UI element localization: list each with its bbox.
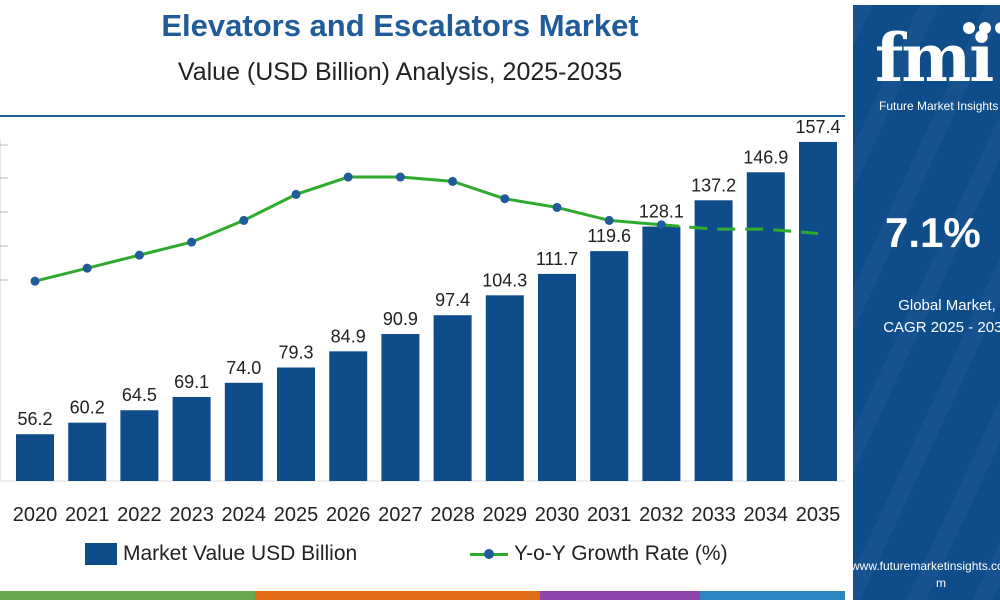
x-tick-label-2028: 2028 [430, 504, 475, 526]
bar-2033 [694, 200, 733, 481]
bar-2026 [329, 351, 368, 481]
growth-point-2020 [30, 276, 40, 286]
bar-value-label-2030: 111.7 [536, 249, 578, 269]
bar-value-label-2035: 157.4 [795, 117, 840, 137]
legend-bar-swatch [85, 543, 117, 565]
bar-value-label-2027: 90.9 [383, 309, 418, 329]
bar-2029 [485, 295, 524, 481]
stripe-segment-purple [540, 591, 700, 600]
growth-point-2021 [82, 263, 92, 273]
growth-line-dashed [661, 223, 819, 235]
cagr-value: 7.1% [885, 209, 981, 256]
bar-value-label-2026: 84.9 [331, 326, 366, 346]
cagr-label-line2: CAGR 2025 - 2035 [883, 319, 1000, 336]
growth-point-2027 [395, 172, 405, 182]
cagr-label-line1: Global Market, [898, 297, 996, 314]
growth-point-2023 [187, 237, 197, 247]
legend-item-growth-rate: Y-o-Y Growth Rate (%) [470, 542, 728, 566]
chart-title: Elevators and Escalators Market [161, 8, 639, 43]
x-tick-label-2021: 2021 [65, 504, 110, 526]
bar-2025 [277, 367, 315, 481]
bar-value-label-2025: 79.3 [278, 343, 313, 363]
chart-plot: 56.2 2020 60.2 2021 64.5 2022 69.1 2023 74.0 2024… [0, 117, 845, 526]
bar-2024 [224, 382, 263, 481]
bar-2022 [120, 410, 159, 481]
x-tick-label-2031: 2031 [587, 504, 632, 526]
legend-bar-label: Market Value USD Billion [123, 542, 358, 565]
x-tick-label-2029: 2029 [483, 504, 528, 526]
logo-mark: fmi [875, 19, 994, 97]
bar-value-label-2034: 146.9 [743, 147, 788, 167]
bar-2020 [16, 434, 54, 481]
website-link[interactable]: www.futuremarketinsights.co m [853, 558, 1000, 592]
legend-line-label: Y-o-Y Growth Rate (%) [514, 542, 728, 565]
stripe-segment-blue [700, 591, 845, 600]
x-tick-label-2020: 2020 [13, 504, 58, 526]
bar-value-label-2028: 97.4 [435, 290, 470, 310]
bar-2031 [590, 251, 629, 481]
x-tick-label-2023: 2023 [169, 504, 214, 526]
stripe-segment-orange [255, 591, 540, 600]
bar-value-label-2031: 119.6 [587, 226, 631, 246]
x-tick-label-2035: 2035 [796, 504, 841, 526]
bar-value-label-2022: 64.5 [122, 385, 157, 405]
x-tick-label-2022: 2022 [117, 504, 162, 526]
bar-value-label-2024: 74.0 [226, 358, 261, 378]
bar-value-label-2023: 69.1 [174, 372, 209, 392]
bar-value-label-2029: 104.3 [482, 270, 527, 290]
bar-2035 [799, 141, 837, 482]
bar-2027 [381, 334, 420, 481]
growth-point-2030 [552, 202, 562, 212]
bar-value-label-2033: 137.2 [691, 175, 736, 195]
growth-point-2032 [656, 220, 666, 230]
x-tick-label-2027: 2027 [378, 504, 423, 526]
x-tick-label-2034: 2034 [744, 504, 789, 526]
bar-2032 [642, 226, 681, 481]
x-tick-label-2026: 2026 [326, 504, 371, 526]
x-tick-label-2033: 2033 [691, 504, 736, 526]
website-line1: www.futuremarketinsights.co [853, 559, 1000, 573]
info-sidebar: fmi Future Market Insights 7.1% Global M… [853, 5, 1000, 600]
bar-2028 [433, 315, 472, 481]
bar-2030 [538, 273, 576, 481]
logo-text: Future Market Insights [879, 99, 999, 113]
legend-line-swatch [470, 543, 508, 565]
x-tick-label-2032: 2032 [639, 504, 684, 526]
growth-point-2026 [343, 172, 353, 182]
growth-point-2029 [500, 194, 510, 204]
growth-point-2028 [448, 176, 458, 186]
bar-value-label-2020: 56.2 [17, 409, 52, 429]
chart-legend: Market Value USD Billion Y-o-Y Growth Ra… [0, 538, 845, 572]
stripe-segment-green [0, 591, 255, 600]
bottom-color-stripe [0, 591, 845, 600]
growth-point-2025 [291, 189, 301, 199]
cagr-label: Global Market, CAGR 2025 - 2035 [867, 295, 1000, 339]
bar-value-label-2021: 60.2 [70, 398, 105, 418]
bar-2034 [746, 172, 785, 481]
website-line2: m [936, 576, 946, 590]
bar-2021 [68, 422, 107, 481]
bar-value-label-2032: 128.1 [639, 202, 684, 222]
x-tick-label-2024: 2024 [222, 504, 267, 526]
logo-dots-icon [963, 21, 1000, 35]
growth-point-2024 [239, 215, 249, 225]
growth-point-2031 [604, 215, 614, 225]
growth-point-2022 [134, 250, 144, 260]
title-divider [0, 115, 845, 117]
fmi-logo: fmi Future Market Insights [873, 13, 1000, 113]
x-tick-label-2025: 2025 [274, 504, 319, 526]
legend-item-market-value: Market Value USD Billion [85, 542, 357, 566]
x-tick-label-2030: 2030 [535, 504, 580, 526]
bar-2023 [172, 396, 211, 481]
chart-subtitle: Value (USD Billion) Analysis, 2025-2035 [177, 58, 623, 86]
